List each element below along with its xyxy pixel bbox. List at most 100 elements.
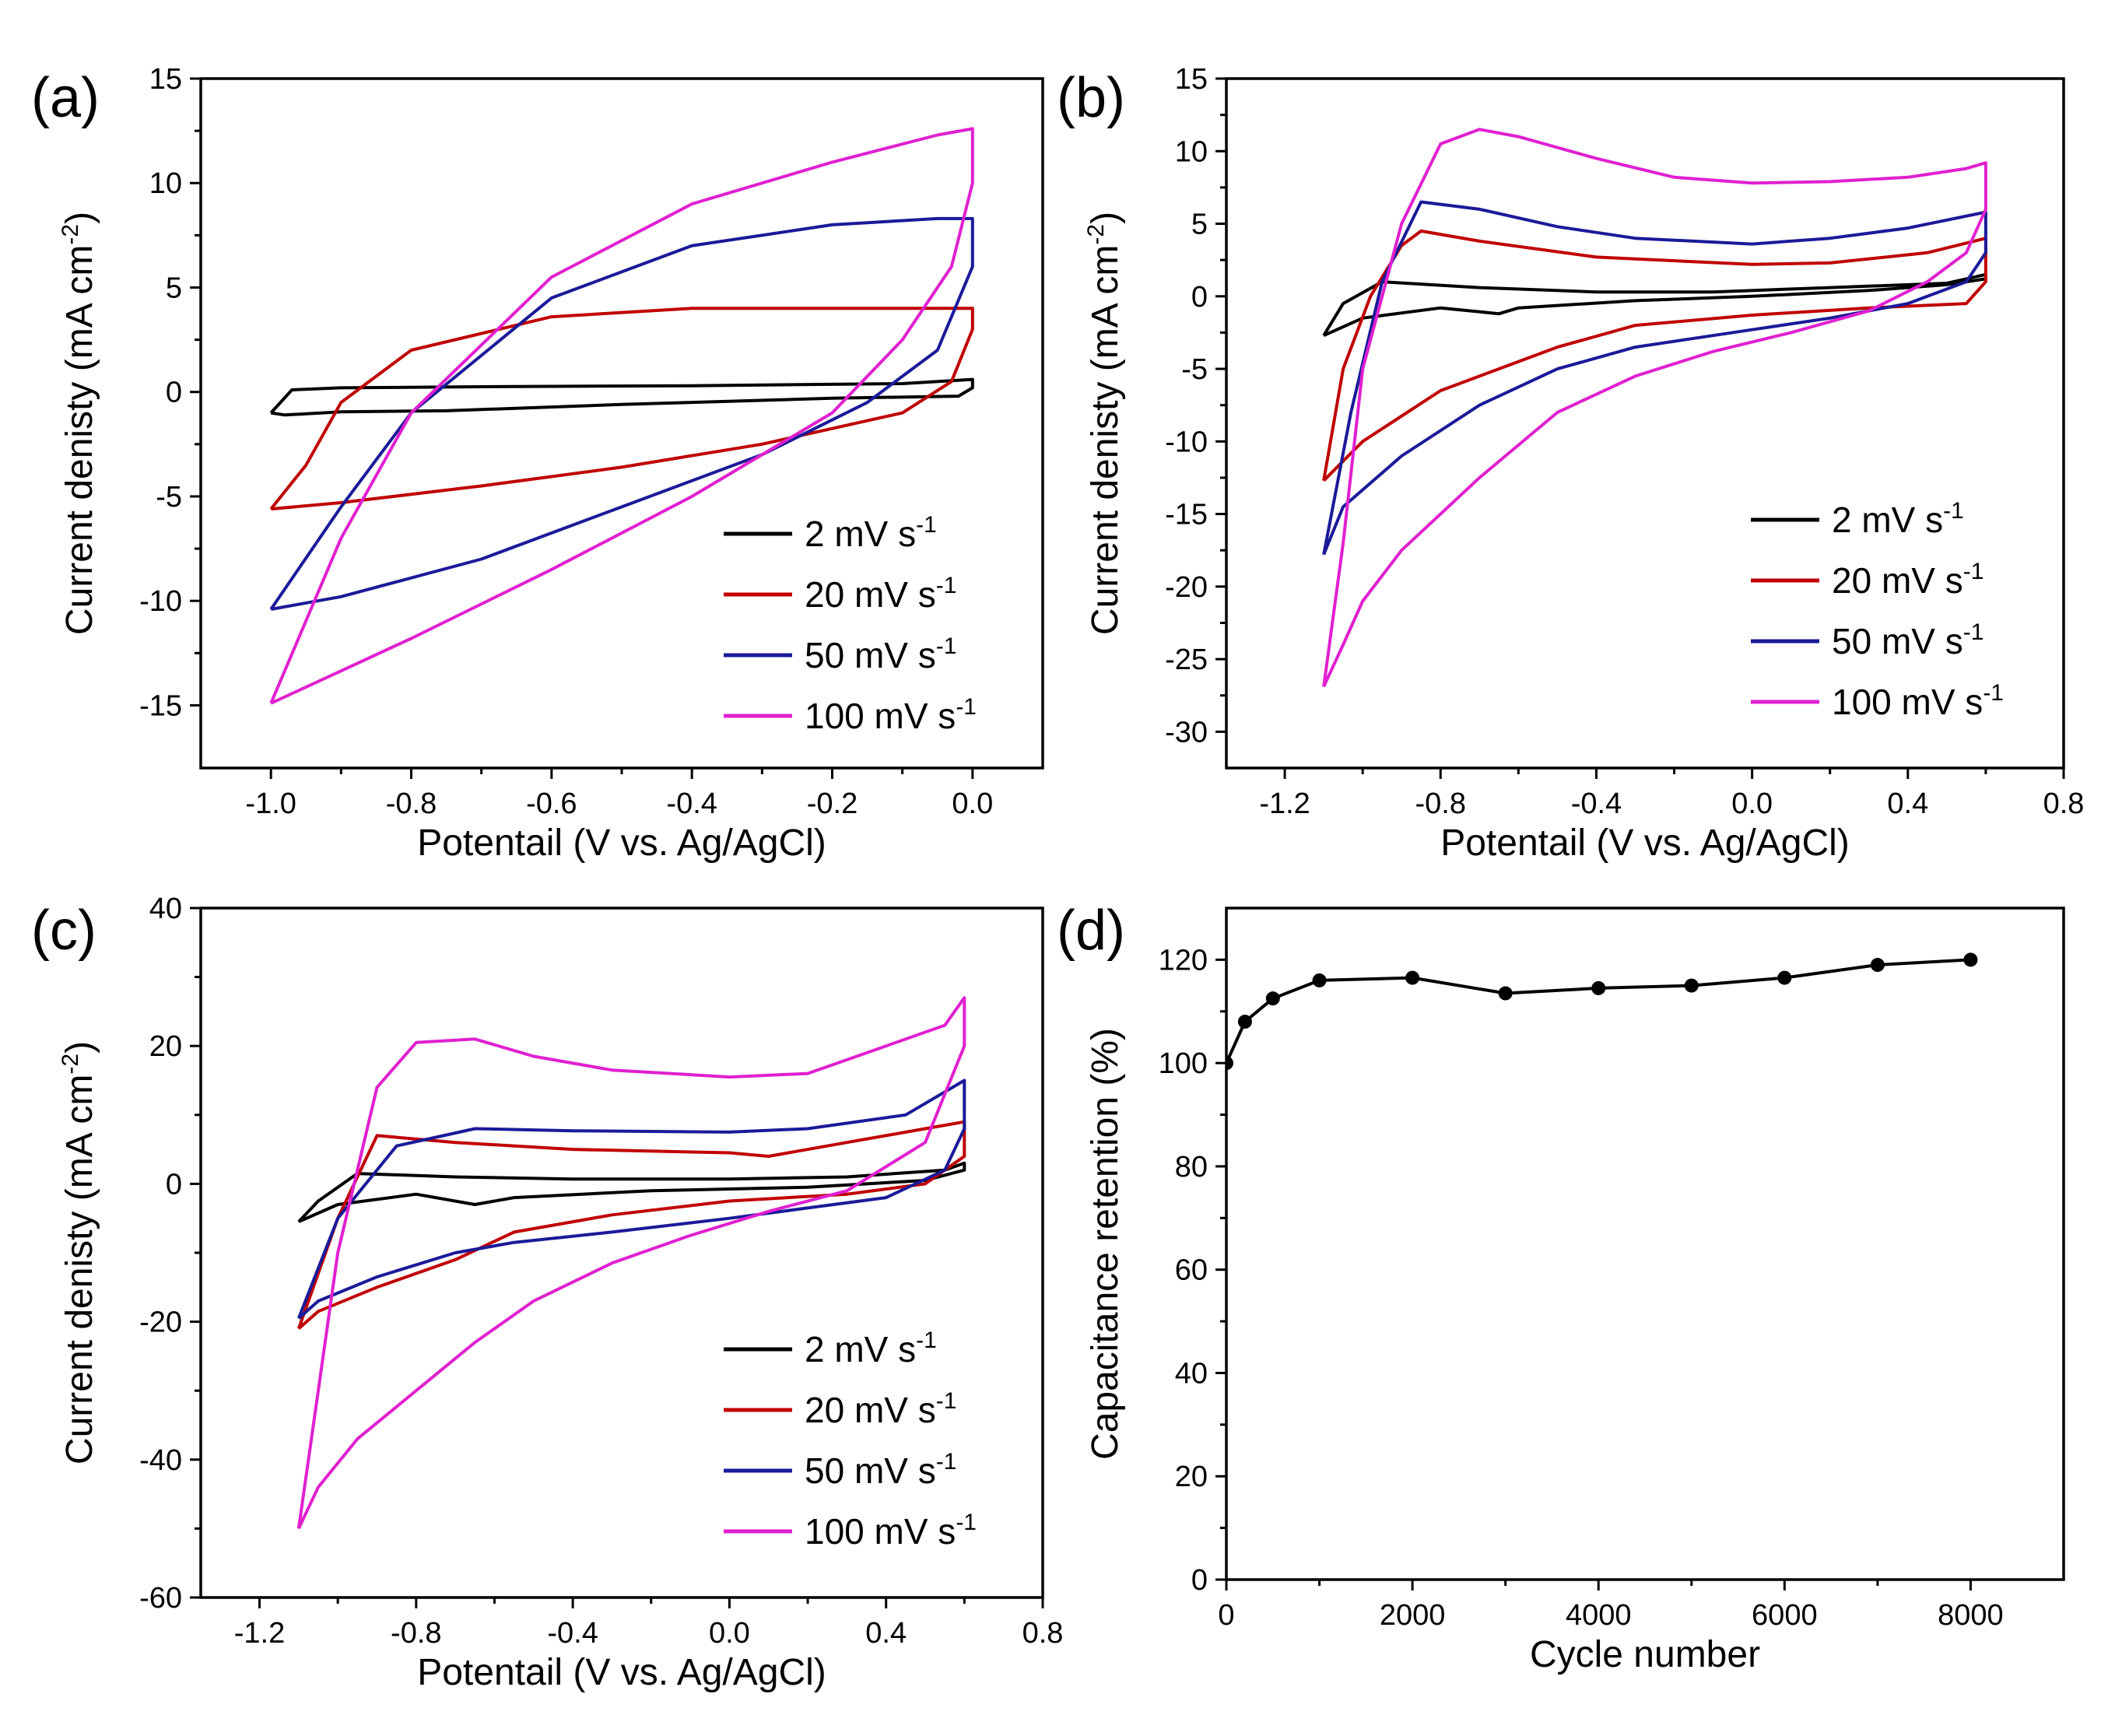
x-axis-title: Cycle number [1530, 1634, 1760, 1675]
series-line-2-mv-s [297, 1161, 966, 1223]
y-tick-label: -5 [1181, 353, 1208, 386]
legend-entry: 50 mV s-1 [1832, 619, 1983, 661]
x-tick-label: -0.4 [547, 1617, 598, 1650]
data-point [1684, 978, 1699, 993]
series-group [269, 127, 974, 705]
data-point [1226, 1056, 1233, 1071]
legend-entry: 50 mV s-1 [805, 633, 956, 675]
data-point [1237, 1015, 1252, 1029]
legend-entry: 100 mV s-1 [805, 694, 977, 736]
legend-entry-sup: -1 [916, 512, 937, 538]
panel-c: -1.2 -0.8 -0.4 0.0 0.4 0.8 -60 -40 -20 0 20 40 Poten… [31, 893, 1063, 1693]
data-point [1591, 980, 1606, 995]
panel-label: (b) [1057, 67, 1125, 129]
legend-entry-label: 20 mV s [1832, 560, 1963, 601]
x-tick-label: -1.2 [1259, 787, 1310, 820]
y-axis-title-end: ) [59, 1041, 100, 1054]
y-tick-label: 10 [149, 167, 182, 200]
data-point [1963, 952, 1978, 967]
y-axis-title-main: Current denisty (mA cm [59, 245, 100, 635]
panel-d: 0 2000 4000 6000 8000 0 20 40 60 80 100 120 Cycle nu… [1057, 900, 2065, 1675]
x-tick-label: -0.8 [391, 1617, 441, 1650]
y-axis-title-end: ) [59, 212, 100, 224]
series-line-retention [1226, 958, 1971, 1064]
legend-entry-sup: -1 [1983, 680, 2004, 706]
legend-entry-sup: -1 [956, 694, 977, 720]
y-tick-label: -20 [1165, 571, 1208, 604]
x-tick-label: -1.2 [234, 1617, 285, 1650]
y-tick-label: 5 [166, 272, 182, 304]
legend-entry-sup: -1 [936, 573, 957, 598]
y-tick-label: -25 [1165, 644, 1208, 676]
legend-entry-label: 50 mV s [805, 1450, 936, 1491]
x-tick-label: 6000 [1752, 1599, 1818, 1632]
data-point [1777, 970, 1792, 985]
legend-entry-sup: -1 [1963, 559, 1984, 584]
y-tick-label: 20 [149, 1030, 182, 1063]
series-line-20-mv-s [269, 307, 974, 511]
x-tick-label: 2000 [1380, 1599, 1446, 1632]
x-tick-label: 0.0 [952, 787, 993, 820]
legend-entry-sup: -1 [956, 1510, 977, 1535]
y-tick-label: 40 [149, 893, 182, 925]
series-line-100-mv-s [1322, 128, 1987, 688]
y-tick-label: 0 [1191, 281, 1208, 314]
y-tick-label: -40 [139, 1444, 182, 1477]
legend-entry: 2 mV s-1 [1832, 498, 1964, 540]
x-axis-title: Potentail (V vs. Ag/AgCl) [417, 1652, 826, 1693]
legend-entry-label: 50 mV s [805, 635, 936, 675]
y-tick-label: 20 [1175, 1461, 1208, 1493]
legend-entry: 20 mV s-1 [1832, 559, 1983, 601]
y-tick-label: -20 [139, 1306, 182, 1339]
y-tick-label: 0 [166, 1168, 182, 1201]
x-tick-label: 0 [1218, 1599, 1234, 1632]
data-point [1405, 970, 1420, 985]
y-axis-title: Current denisty (mA cm-2) [1083, 212, 1126, 635]
data-point [1870, 958, 1885, 973]
y-tick-label: -10 [1165, 426, 1208, 458]
y-tick-label: 15 [1175, 63, 1208, 96]
panel-a: -1.0 -0.8 -0.6 -0.4 -0.2 0.0 -15 -10 -5 0 5 10 15 Pot… [31, 63, 1044, 864]
legend-entry: 100 mV s-1 [1832, 680, 2004, 722]
x-tick-label: 4000 [1566, 1599, 1632, 1632]
y-tick-label: -15 [1165, 499, 1208, 531]
series-group [1226, 952, 1978, 1071]
legend-entry: 20 mV s-1 [805, 1388, 956, 1430]
series-line-50-mv-s [1322, 200, 1987, 556]
y-tick-label: 60 [1175, 1254, 1208, 1287]
panel-label: (a) [31, 67, 100, 129]
legend-entry-sup: -1 [936, 1388, 957, 1414]
x-tick-label: 0.4 [1887, 787, 1928, 820]
data-point [1265, 991, 1280, 1006]
x-tick-label: 0.4 [865, 1617, 907, 1650]
y-axis-title-main: Current denisty (mA cm [59, 1075, 100, 1464]
y-tick-label: -15 [139, 689, 182, 722]
data-point [1312, 973, 1327, 987]
plot-frame [1225, 77, 2065, 770]
y-tick-label: 120 [1159, 944, 1208, 977]
x-tick-label: -0.8 [1415, 787, 1466, 820]
x-tick-label: 0.0 [709, 1617, 750, 1650]
legend-entry-label: 20 mV s [805, 574, 936, 615]
y-axis-title: Current denisty (mA cm-2) [58, 212, 100, 635]
y-tick-label: -5 [156, 481, 182, 514]
series-line-20-mv-s [296, 1120, 966, 1331]
x-tick-label: -0.4 [1571, 787, 1622, 820]
legend-entry-sup: -1 [916, 1327, 937, 1353]
legend-entry: 2 mV s-1 [805, 1327, 937, 1370]
series-line-100-mv-s [269, 127, 974, 705]
y-tick-label: 5 [1191, 209, 1208, 241]
y-axis-title: Current denisty (mA cm-2) [58, 1041, 100, 1464]
x-tick-label: -1.0 [245, 787, 296, 820]
legend-entry: 50 mV s-1 [805, 1449, 956, 1491]
x-tick-label: -0.8 [386, 787, 437, 820]
y-tick-label: 15 [149, 63, 182, 96]
plot-frame [1225, 907, 2065, 1581]
legend-entry: 100 mV s-1 [805, 1510, 977, 1552]
y-tick-label: 0 [166, 377, 182, 409]
legend-entry-sup: -1 [1943, 498, 1964, 524]
y-axis-title-sup: -2 [1083, 224, 1109, 245]
series-line-50-mv-s [296, 1078, 966, 1320]
series-line-2-mv-s [1322, 272, 1987, 338]
